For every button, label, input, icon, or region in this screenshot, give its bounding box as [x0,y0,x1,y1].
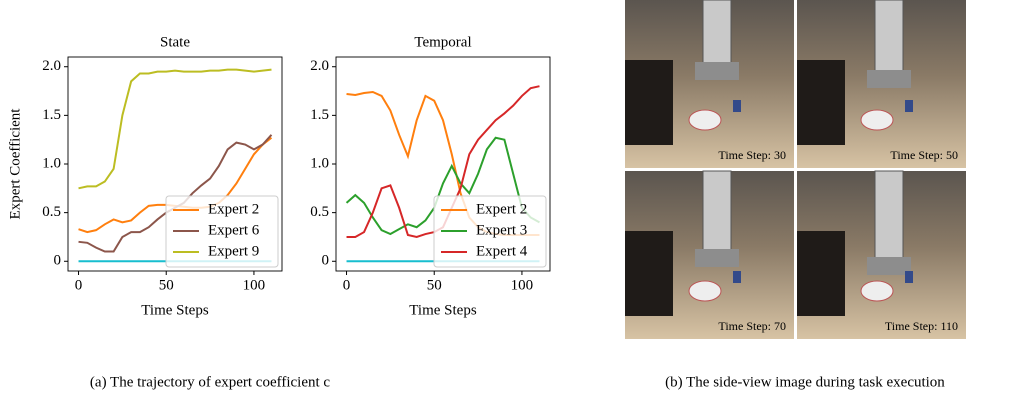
legend-label: Expert 3 [476,222,527,238]
y-tick-label: 1.5 [42,107,61,123]
gripper [867,70,911,88]
plate [860,109,894,131]
legend-label: Expert 2 [476,201,527,217]
image-label: Time Step: 50 [890,148,958,162]
scene-image: Time Step: 110 [797,170,966,339]
scene-image: Time Step: 70 [625,170,794,339]
y-tick-label: 1.0 [310,155,329,171]
legend-label: Expert 2 [208,201,259,217]
y-axis-label: Expert Coefficient [7,108,23,220]
robot-arm [874,170,904,266]
cabinet [625,231,673,316]
x-tick-label: 50 [159,277,174,293]
image-label: Time Step: 30 [718,148,786,162]
y-tick-label: 0.5 [310,204,329,220]
legend-label: Expert 9 [208,243,259,259]
cabinet [625,60,673,145]
image-label: Time Step: 70 [718,319,786,333]
plate [688,109,722,131]
legend-box [433,195,547,268]
x-tick-label: 100 [243,277,266,293]
legend-box [165,195,279,268]
plate [688,280,722,302]
y-tick-label: 0.5 [42,204,61,220]
object [733,100,741,112]
cabinet [797,231,845,316]
legend-label: Expert 6 [208,222,260,238]
y-tick-label: 2.0 [310,58,329,74]
y-tick-label: 1.5 [310,107,329,123]
robot-arm [874,0,904,79]
x-tick-label: 100 [511,277,534,293]
y-tick-label: 1.0 [42,155,61,171]
x-tick-label: 0 [343,277,351,293]
series-line [78,68,272,190]
chart-title: State [160,34,190,50]
image-label: Time Step: 110 [885,319,958,333]
robot-arm [702,0,732,71]
scene-image: Time Step: 50 [797,0,966,168]
y-tick-label: 0 [322,253,330,269]
plate [860,280,894,302]
y-tick-label: 0 [54,253,62,269]
robot-arm [702,170,732,258]
x-axis-label: Time Steps [141,302,209,318]
y-tick-label: 2.0 [42,58,61,74]
x-tick-label: 0 [75,277,83,293]
plot-frame [67,56,283,272]
plot-frame [335,56,551,272]
x-tick-label: 50 [427,277,442,293]
gripper [695,62,739,80]
object [905,271,913,283]
x-axis-label: Time Steps [409,302,477,318]
legend-label: Expert 4 [476,243,528,259]
cabinet [797,60,845,145]
object [733,271,741,283]
object [905,100,913,112]
caption: (b) The side-view image during task exec… [665,374,945,390]
gripper [695,249,739,267]
caption: (a) The trajectory of expert coefficient… [90,374,330,390]
gripper [867,257,911,275]
series-line [345,136,540,236]
scene-image: Time Step: 30 [625,0,794,168]
chart-title: Temporal [414,34,471,50]
